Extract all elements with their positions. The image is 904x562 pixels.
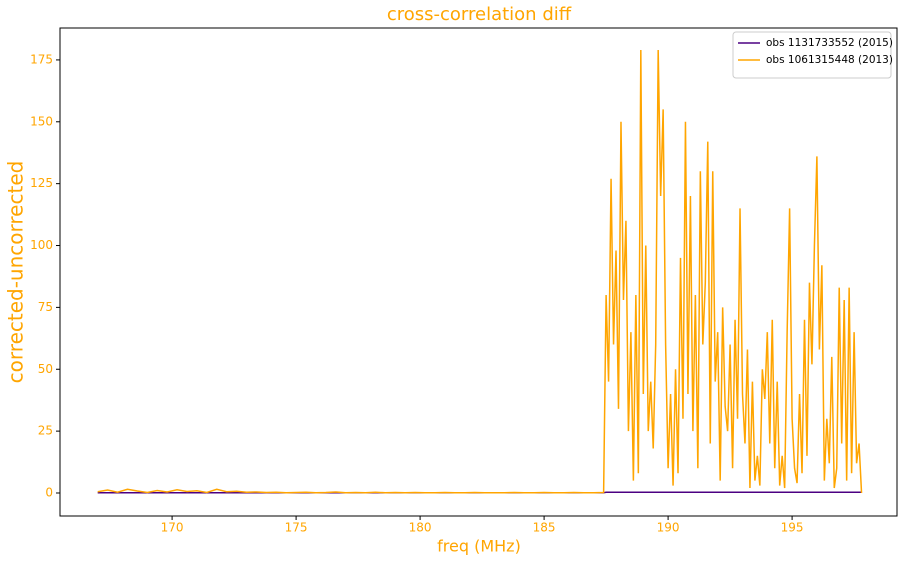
chart-title: cross-correlation diff bbox=[387, 4, 572, 25]
x-axis-label: freq (MHz) bbox=[437, 537, 521, 556]
x-tick-label: 180 bbox=[409, 521, 432, 535]
y-tick-label: 50 bbox=[38, 362, 53, 376]
y-tick-label: 150 bbox=[30, 114, 53, 128]
series-line bbox=[97, 50, 863, 494]
legend-box bbox=[732, 31, 892, 79]
y-tick-label: 75 bbox=[38, 300, 53, 314]
y-tick-label: 175 bbox=[30, 52, 53, 66]
legend-label: obs 1061315448 (2013) bbox=[766, 54, 893, 66]
y-tick-label: 25 bbox=[38, 424, 53, 438]
x-tick-label: 175 bbox=[285, 521, 308, 535]
x-tick-label: 195 bbox=[781, 521, 804, 535]
x-tick-label: 190 bbox=[657, 521, 680, 535]
legend-label: obs 1131733552 (2015) bbox=[766, 37, 893, 49]
x-tick-label: 170 bbox=[161, 521, 184, 535]
y-tick-label: 125 bbox=[30, 176, 53, 190]
y-tick-label: 0 bbox=[45, 485, 53, 499]
y-tick-label: 100 bbox=[30, 238, 53, 252]
y-axis-label: corrected-uncorrected bbox=[4, 161, 28, 384]
plot-frame bbox=[59, 27, 898, 517]
x-tick-label: 185 bbox=[533, 521, 556, 535]
